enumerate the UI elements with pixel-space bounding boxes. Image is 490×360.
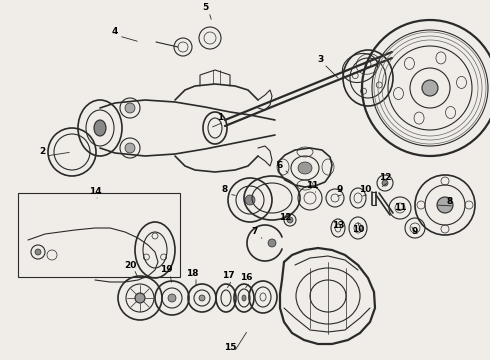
Text: 10: 10 [359, 185, 371, 194]
Text: 4: 4 [112, 27, 118, 36]
Text: 14: 14 [89, 188, 101, 197]
Text: 1: 1 [217, 113, 223, 122]
Text: 15: 15 [224, 343, 236, 352]
Text: 19: 19 [160, 266, 172, 274]
Ellipse shape [125, 143, 135, 153]
Circle shape [199, 295, 205, 301]
Text: 20: 20 [124, 261, 136, 270]
Text: 2: 2 [39, 148, 45, 157]
Ellipse shape [298, 162, 312, 174]
Text: 12: 12 [279, 213, 291, 222]
Ellipse shape [125, 103, 135, 113]
Circle shape [35, 249, 41, 255]
Text: 9: 9 [412, 228, 418, 237]
Text: 10: 10 [352, 225, 364, 234]
Ellipse shape [242, 295, 246, 301]
Circle shape [245, 195, 255, 205]
Text: 8: 8 [447, 198, 453, 207]
Text: 5: 5 [202, 4, 208, 13]
Text: 17: 17 [221, 271, 234, 280]
Text: 9: 9 [337, 185, 343, 194]
Circle shape [422, 80, 438, 96]
Text: 11: 11 [306, 180, 318, 189]
Bar [18, 193, 180, 277]
Circle shape [135, 293, 145, 303]
Circle shape [437, 197, 453, 213]
Text: 18: 18 [186, 269, 198, 278]
Ellipse shape [94, 120, 106, 136]
Text: 6: 6 [277, 161, 283, 170]
Ellipse shape [382, 180, 388, 186]
Text: 13: 13 [332, 220, 344, 230]
Text: 16: 16 [240, 274, 252, 283]
Text: 12: 12 [379, 174, 391, 183]
Circle shape [268, 239, 276, 247]
Text: 11: 11 [394, 202, 406, 211]
Text: 8: 8 [222, 185, 228, 194]
Circle shape [168, 294, 176, 302]
Ellipse shape [287, 217, 293, 223]
Text: 7: 7 [252, 228, 258, 237]
Text: 3: 3 [317, 55, 323, 64]
